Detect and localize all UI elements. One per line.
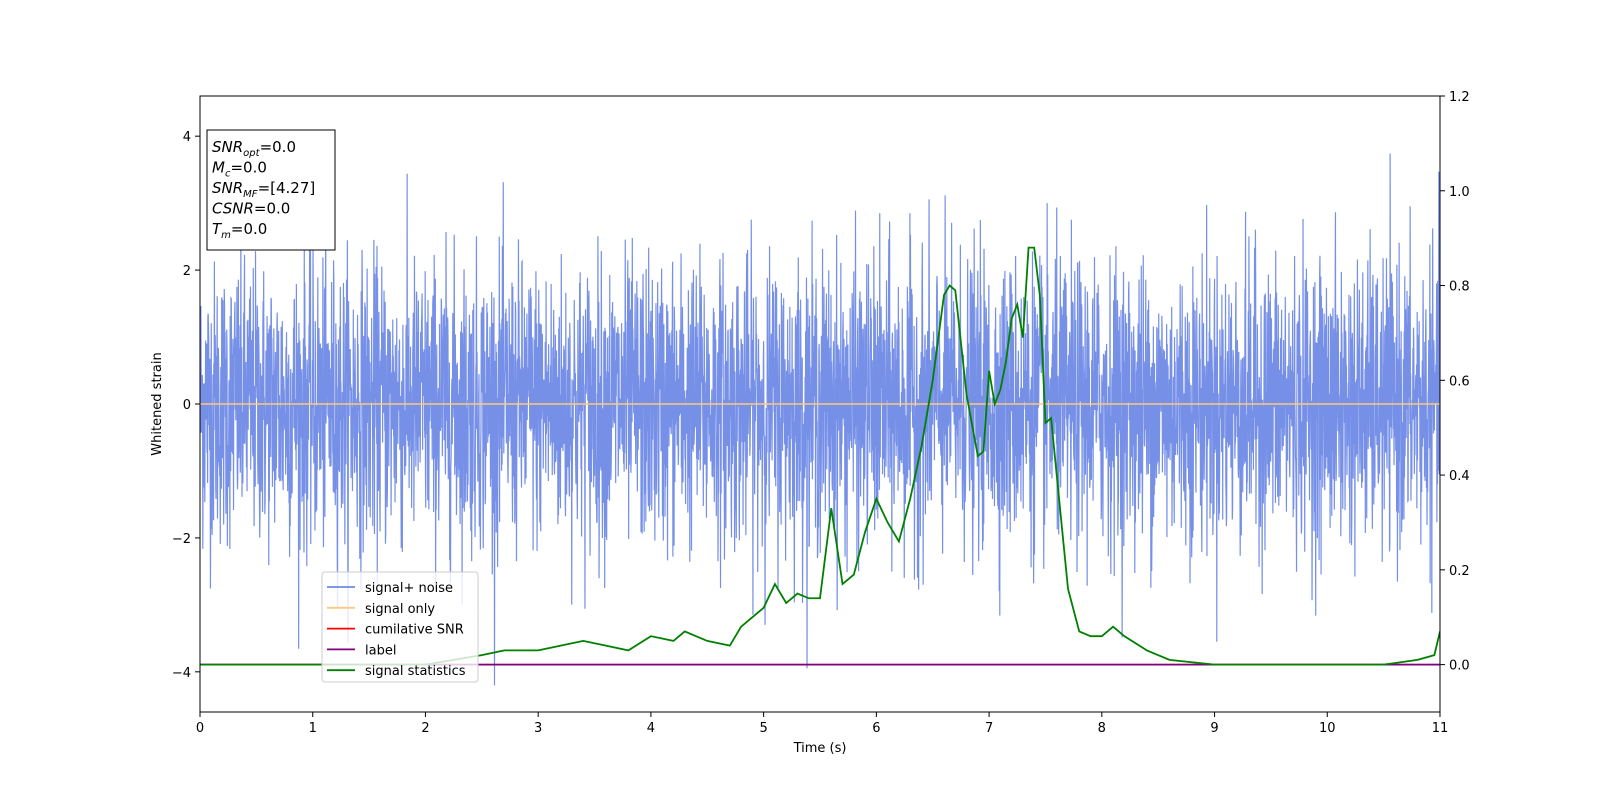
y-right-tick-label: 0.0 (1449, 659, 1470, 674)
y-left-tick-label: −4 (172, 666, 191, 681)
x-tick-label: 11 (1432, 721, 1449, 736)
y-right-tick-label: 0.6 (1449, 374, 1470, 389)
legend-label: signal only (365, 602, 435, 617)
legend-label: cumilative SNR (365, 623, 464, 638)
info-box: SNRopt=0.0Mc=0.0SNRMF=[4.27]CSNR=0.0Tm=0… (206, 129, 336, 251)
info-var: SNR (212, 138, 243, 156)
y-left-tick-label: 4 (183, 130, 191, 145)
info-line: Mc=0.0 (212, 159, 267, 180)
x-axis-label: Time (s) (793, 741, 847, 756)
y-left-tick-label: 0 (183, 398, 191, 413)
legend-label: signal statistics (365, 664, 466, 679)
series-signal-statistics (200, 246, 1440, 666)
info-line: Tm=0.0 (212, 220, 267, 241)
info-var: M (212, 159, 225, 177)
axes: 0 1 2 3 4 5 6 7 8 9 10 11 Time (s) −4 −2 0 2 4 Whitened st… (150, 90, 1470, 756)
info-var: SNR (212, 179, 243, 197)
legend: signal+ noise signal only cumilative SNR la… (321, 571, 479, 683)
x-tick-label: 6 (872, 721, 880, 736)
info-value: =0.0 (231, 220, 267, 238)
legend-label: label (365, 643, 396, 658)
info-value: =0.0 (230, 159, 266, 177)
y-left-axis-label: Whitened strain (150, 352, 165, 455)
x-tick-label: 1 (309, 721, 317, 736)
x-tick-label: 9 (1210, 721, 1218, 736)
x-tick-label: 5 (759, 721, 767, 736)
info-subscript: MF (243, 189, 258, 200)
x-tick-label: 2 (421, 721, 429, 736)
info-value: =[4.27] (258, 179, 316, 197)
x-tick-label: 3 (534, 721, 542, 736)
x-tick-label: 0 (196, 721, 204, 736)
info-value: =0.0 (254, 200, 290, 218)
legend-frame (321, 571, 479, 683)
y-right-tick-label: 1.0 (1449, 185, 1470, 200)
x-tick-label: 8 (1098, 721, 1106, 736)
legend-label: signal+ noise (365, 581, 453, 596)
info-var: T (212, 220, 223, 238)
info-line: CSNR=0.0 (212, 200, 290, 218)
y-right-tick-label: 0.2 (1449, 564, 1470, 579)
y-right-tick-label: 0.8 (1449, 280, 1470, 295)
info-subscript: opt (243, 148, 260, 159)
info-line: SNRopt=0.0 (212, 138, 296, 159)
y-right-tick-label: 1.2 (1449, 90, 1470, 105)
info-subscript: m (221, 230, 231, 241)
x-tick-label: 7 (985, 721, 993, 736)
info-line: SNRMF=[4.27] (212, 179, 315, 200)
info-value: =0.0 (260, 138, 296, 156)
x-tick-label: 4 (647, 721, 655, 736)
x-tick-label: 10 (1319, 721, 1336, 736)
info-var: CSNR (212, 200, 254, 218)
y-left-tick-label: 2 (183, 264, 191, 279)
series-signal-noise (200, 153, 1440, 686)
y-left-tick-label: −2 (172, 532, 191, 547)
y-right-tick-label: 0.4 (1449, 469, 1470, 484)
info-subscript: c (225, 169, 231, 180)
info-box-frame (206, 129, 336, 251)
